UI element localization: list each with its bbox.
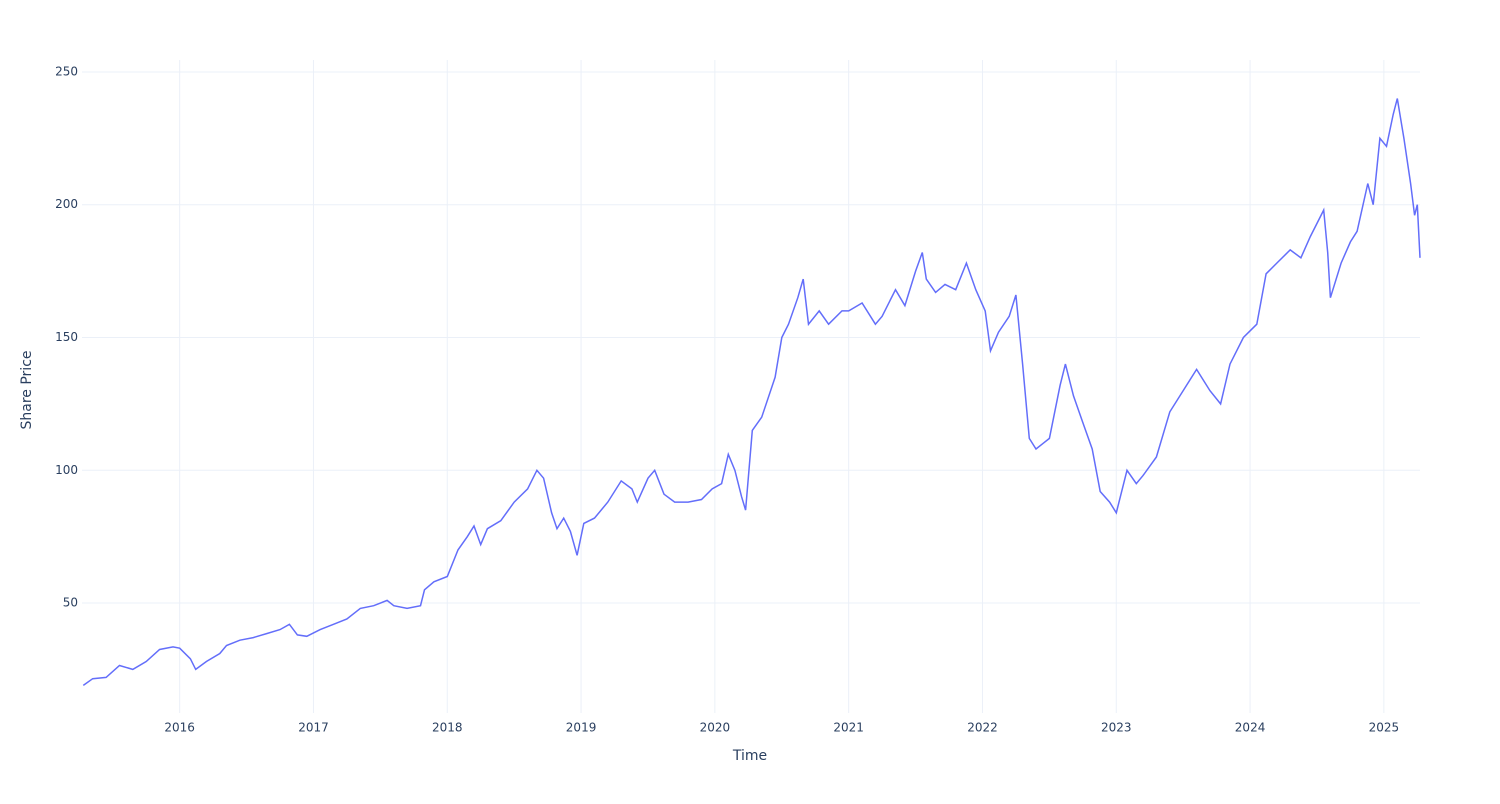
y-tick-label: 200: [55, 197, 78, 211]
x-tick-label: 2016: [164, 721, 195, 735]
price-line: [82, 98, 1421, 687]
x-tick-label: 2024: [1235, 721, 1266, 735]
y-axis-title: Share Price: [19, 350, 35, 429]
x-tick-label: 2023: [1101, 721, 1132, 735]
y-tick-label: 150: [55, 330, 78, 344]
y-tick-label: 100: [55, 463, 78, 477]
x-tick-label: 2020: [700, 721, 731, 735]
x-axis-title: Time: [732, 748, 767, 764]
y-tick-label: 250: [55, 64, 78, 78]
x-tick-label: 2025: [1369, 721, 1400, 735]
x-tick-label: 2022: [967, 721, 998, 735]
x-tick-label: 2017: [298, 721, 329, 735]
x-tick-label: 2018: [432, 721, 463, 735]
y-tick-label: 50: [63, 596, 78, 610]
x-tick-label: 2019: [566, 721, 597, 735]
x-tick-label: 2021: [833, 721, 864, 735]
